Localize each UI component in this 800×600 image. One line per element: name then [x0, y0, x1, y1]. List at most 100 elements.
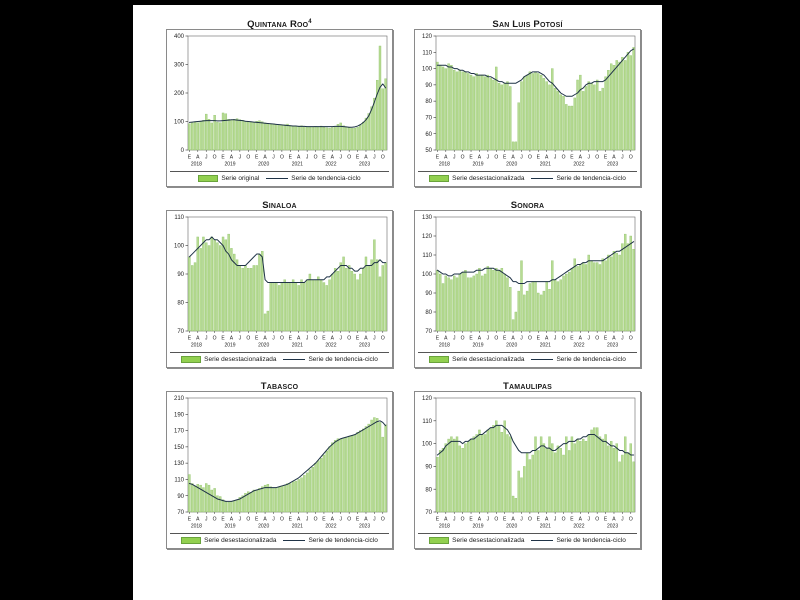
- svg-text:E: E: [289, 336, 293, 342]
- bar-series-swatch-icon: [198, 175, 219, 182]
- svg-text:O: O: [246, 155, 250, 161]
- svg-text:O: O: [461, 336, 465, 342]
- svg-text:A: A: [196, 336, 200, 342]
- chart-legend: Serie desestacionalizada Serie de tenden…: [418, 171, 637, 185]
- svg-text:2021: 2021: [292, 162, 303, 168]
- report-page-panel: Quintana Roo4 0 100 200 300 400 E A J O E A J O E A J O E…: [133, 5, 662, 600]
- svg-text:O: O: [347, 517, 351, 523]
- svg-text:2022: 2022: [325, 162, 336, 168]
- svg-text:A: A: [444, 336, 448, 342]
- svg-text:80: 80: [425, 310, 432, 316]
- trend-line-swatch-icon: [283, 359, 306, 360]
- svg-text:2019: 2019: [224, 343, 235, 349]
- svg-text:E: E: [322, 155, 326, 161]
- svg-text:2020: 2020: [258, 524, 269, 530]
- svg-text:E: E: [469, 517, 473, 523]
- svg-text:2018: 2018: [439, 343, 450, 349]
- svg-text:A: A: [331, 517, 335, 523]
- svg-text:80: 80: [177, 301, 184, 307]
- bar-series-swatch-icon: [429, 175, 450, 182]
- chart-title-text: Tabasco: [260, 381, 299, 393]
- svg-text:A: A: [612, 155, 616, 161]
- svg-text:400: 400: [174, 34, 185, 40]
- svg-text:O: O: [629, 517, 633, 523]
- svg-text:J: J: [520, 517, 523, 523]
- svg-text:J: J: [453, 517, 456, 523]
- svg-text:O: O: [314, 517, 318, 523]
- chart-legend: Serie desestacionalizada Serie de tenden…: [170, 533, 389, 547]
- svg-text:2023: 2023: [607, 524, 618, 530]
- svg-text:E: E: [604, 517, 608, 523]
- svg-text:90: 90: [425, 83, 432, 89]
- svg-text:2020: 2020: [506, 162, 517, 168]
- svg-text:100: 100: [174, 120, 185, 126]
- trend-line-swatch-icon: [531, 359, 554, 360]
- legend-bar-label: Serie desestacionalizada: [204, 537, 277, 544]
- svg-text:J: J: [272, 517, 275, 523]
- svg-text:A: A: [511, 517, 515, 523]
- svg-text:E: E: [289, 155, 293, 161]
- svg-text:A: A: [331, 155, 335, 161]
- chart-legend: Serie original Serie de tendencia-ciclo: [170, 171, 389, 185]
- svg-text:70: 70: [425, 116, 432, 122]
- svg-text:A: A: [511, 155, 515, 161]
- svg-text:E: E: [537, 336, 541, 342]
- svg-text:J: J: [373, 336, 376, 342]
- chart-title: Quintana Roo4: [166, 15, 393, 31]
- legend-bar-series: Serie desestacionalizada: [429, 175, 524, 182]
- chart-plot-area: 0 100 200 300 400 E A J O E A J O E A J O E A J O E A J O E A J O 201…: [167, 30, 392, 171]
- legend-bar-label: Serie desestacionalizada: [204, 356, 277, 363]
- svg-text:90: 90: [177, 494, 184, 500]
- legend-trend-label: Serie de tendencia-ciclo: [556, 175, 626, 182]
- svg-text:A: A: [444, 155, 448, 161]
- svg-text:300: 300: [174, 63, 185, 69]
- svg-text:E: E: [255, 155, 259, 161]
- svg-text:O: O: [347, 336, 351, 342]
- svg-text:J: J: [340, 517, 343, 523]
- chart-box: 50 60 70 80 90 100 110 120 E A J O E A J O E A J O E A J O E A J O E…: [414, 29, 641, 187]
- svg-text:O: O: [562, 517, 566, 523]
- chart-title-text: Quintana Roo: [247, 19, 309, 31]
- svg-text:2023: 2023: [607, 343, 618, 349]
- legend-bar-series: Serie desestacionalizada: [181, 356, 276, 363]
- svg-text:J: J: [453, 336, 456, 342]
- svg-text:A: A: [511, 336, 515, 342]
- svg-text:E: E: [322, 336, 326, 342]
- svg-text:90: 90: [425, 291, 432, 297]
- svg-text:110: 110: [422, 50, 432, 56]
- chart-title: Tabasco: [166, 377, 393, 393]
- svg-text:J: J: [621, 517, 624, 523]
- svg-text:A: A: [263, 336, 267, 342]
- svg-text:O: O: [314, 336, 318, 342]
- svg-text:2018: 2018: [191, 524, 202, 530]
- svg-text:130: 130: [174, 461, 185, 467]
- svg-text:A: A: [478, 155, 482, 161]
- chart-title-footnote: 4: [308, 19, 312, 25]
- legend-trend-series: Serie de tendencia-ciclo: [283, 356, 378, 363]
- svg-text:A: A: [612, 336, 616, 342]
- svg-text:A: A: [230, 155, 234, 161]
- svg-text:2021: 2021: [540, 343, 551, 349]
- svg-text:O: O: [595, 517, 599, 523]
- svg-text:70: 70: [425, 510, 432, 516]
- legend-trend-label: Serie de tendencia-ciclo: [556, 537, 626, 544]
- svg-text:2019: 2019: [472, 162, 483, 168]
- svg-text:E: E: [255, 517, 259, 523]
- chart-legend: Serie desestacionalizada Serie de tenden…: [418, 352, 637, 366]
- svg-text:J: J: [205, 155, 208, 161]
- svg-text:O: O: [381, 517, 385, 523]
- svg-text:E: E: [289, 517, 293, 523]
- svg-text:O: O: [213, 336, 217, 342]
- svg-text:190: 190: [174, 412, 185, 418]
- chart-title: San Luis Potosí: [414, 15, 641, 30]
- svg-text:E: E: [537, 517, 541, 523]
- svg-text:J: J: [272, 336, 275, 342]
- svg-text:O: O: [280, 336, 284, 342]
- svg-text:80: 80: [425, 99, 432, 105]
- svg-text:J: J: [621, 336, 624, 342]
- svg-text:2022: 2022: [573, 343, 584, 349]
- svg-text:J: J: [205, 517, 208, 523]
- chart-tabasco: Tabasco 70 90 110 130 150 170 190 210 E A J O E A J O E A…: [166, 377, 393, 549]
- legend-trend-series: Serie de tendencia-ciclo: [531, 175, 626, 182]
